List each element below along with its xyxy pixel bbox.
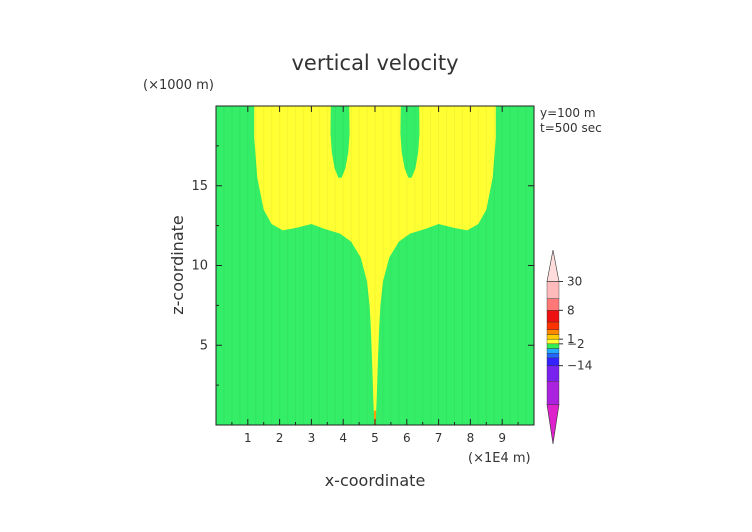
x-unit-label: (×1E4 m): [468, 451, 531, 466]
colorbar-segment: [546, 381, 560, 405]
x-tick-label: 5: [371, 431, 379, 445]
colorbar-segment: [546, 334, 560, 340]
x-tick-label: 1: [244, 431, 252, 445]
colorbar-segment: [546, 365, 560, 382]
colorbar-segment: [546, 357, 560, 366]
colorbar-arrow-top: [546, 249, 560, 282]
plot-area: [215, 105, 535, 426]
x-tick-label: 7: [435, 431, 443, 445]
x-tick-label: 2: [276, 431, 284, 445]
colorbar-tick-label: −2: [567, 337, 585, 351]
colorbar-segment: [546, 348, 560, 354]
x-tick-label: 9: [498, 431, 506, 445]
colorbar-segment: [546, 281, 560, 299]
y-tick-label: 10: [191, 259, 208, 274]
colorbar-segment: [546, 310, 560, 323]
y-axis-label: z-coordinate: [168, 215, 187, 315]
colorbar-segment: [546, 329, 560, 335]
y-unit-label: (×1000 m): [143, 78, 214, 93]
colorbar-segment: [546, 352, 560, 359]
colorbar-tick-label: 30: [567, 274, 582, 288]
colorbar-tick-label: −14: [567, 359, 592, 373]
chart-title: vertical velocity: [291, 51, 458, 75]
updraft-core: [374, 410, 376, 425]
colorbar-segment: [546, 343, 560, 349]
colorbar: 30 8 1−2 −14: [546, 249, 592, 445]
colorbar-arrow-bottom: [546, 404, 560, 445]
fine-grid: [223, 106, 527, 425]
y-tick-label: 5: [200, 338, 208, 353]
x-axis-label: x-coordinate: [325, 471, 426, 490]
downdraft-gap-right: [400, 106, 420, 178]
colorbar-tick-label: 1: [567, 332, 575, 346]
colorbar-tick-label: 8: [567, 303, 575, 317]
downdraft-gap-left: [330, 106, 350, 178]
annotation-y: y=100 m: [540, 106, 596, 120]
colorbar-segment: [546, 321, 560, 331]
x-tick-label: 8: [467, 431, 475, 445]
y-tick-label: 15: [191, 179, 208, 194]
x-axis-ticks: 1 2 3 4 5 6 7 8 9: [231, 106, 519, 445]
colorbar-segment: [546, 338, 560, 345]
annotation-t: t=500 sec: [540, 121, 602, 135]
x-tick-label: 3: [308, 431, 316, 445]
y-axis-ticks: 5 10 15: [191, 145, 534, 386]
x-tick-label: 4: [339, 431, 347, 445]
updraft-plume: [254, 106, 496, 425]
x-tick-label: 6: [403, 431, 411, 445]
colorbar-segment: [546, 298, 560, 311]
